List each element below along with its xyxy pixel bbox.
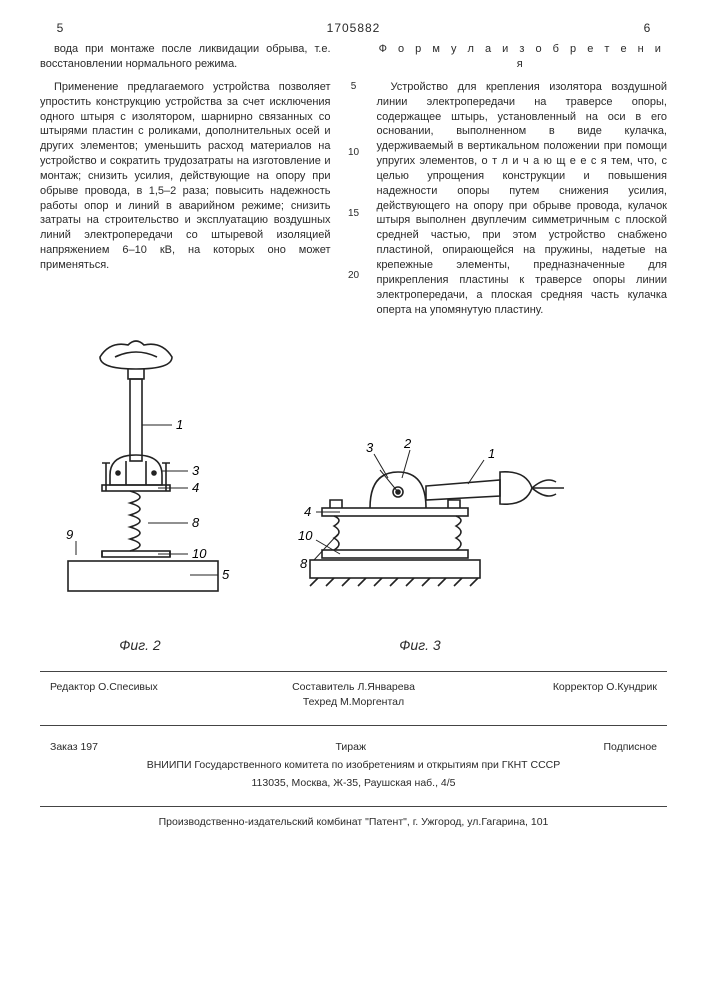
figure-2-svg: 1 3 4 8 10 5 9 [40,335,240,630]
fig3-label-3: 3 [366,440,374,455]
fig3-caption: Фиг. 3 [399,636,440,655]
fig2-caption: Фиг. 2 [119,636,160,655]
order-label: Заказ [50,741,78,753]
fig2-label-10: 10 [192,546,207,561]
fig2-label-3: 3 [192,463,200,478]
doc-number: 1705882 [80,20,627,36]
fig2-label-9: 9 [66,527,73,542]
left-column: вода при монтаже после ликвидации обрыва… [40,42,331,325]
fig3-label-10: 10 [298,528,313,543]
editor-name: О.Спесивых [98,681,158,693]
tirazh-label: Тираж [335,740,366,754]
print-line: Производственно-издательский комбинат "П… [40,815,667,829]
formula-title: Ф о р м у л а и з о б р е т е н и я [377,42,668,72]
fig2-label-1: 1 [176,417,183,432]
compiler-name: Л.Январева [357,681,414,693]
gutter-10: 10 [348,146,359,160]
fig2-label-5: 5 [222,567,230,582]
left-p2: Применение предлагаемого устройства позв… [40,80,331,273]
page-num-left: 5 [40,20,80,36]
fig3-label-4: 4 [304,504,311,519]
fig3-label-1: 1 [488,446,495,461]
line-number-gutter: 5 10 15 20 [345,42,363,325]
gutter-15: 15 [348,207,359,221]
gutter-20: 20 [348,269,359,283]
page-num-right: 6 [627,20,667,36]
fig2-label-8: 8 [192,515,200,530]
fig2-label-4: 4 [192,480,199,495]
divider-1 [40,671,667,672]
org-line: ВНИИПИ Государственного комитета по изоб… [40,758,667,772]
page-header: 5 1705882 6 [40,20,667,36]
figure-3-svg: 2 3 1 4 10 8 [270,430,570,630]
addr1: 113035, Москва, Ж-35, Раушская наб., 4/5 [40,776,667,790]
compiler-label: Составитель [292,681,354,693]
right-column: Ф о р м у л а и з о б р е т е н и я Устр… [377,42,668,325]
signed: Подписное [603,740,657,754]
fig3-label-2: 2 [403,436,412,451]
divider-3 [40,806,667,807]
figure-3: 2 3 1 4 10 8 Фиг. 3 [270,430,570,655]
corrector-label: Корректор [553,681,604,693]
editor-label: Редактор [50,681,95,693]
left-p1: вода при монтаже после ликвидации обрыва… [40,42,331,72]
techred-name: М.Моргентал [340,696,404,708]
figure-2: 1 3 4 8 10 5 9 Фиг. 2 [40,335,240,655]
footer-block: Редактор О.Спесивых Составитель Л.Январе… [40,680,667,829]
right-p1: Устройство для крепления изолятора возду… [377,80,668,318]
fig3-label-8: 8 [300,556,308,571]
order-num: 197 [80,741,98,753]
divider-2 [40,725,667,726]
gutter-5: 5 [351,80,357,94]
corrector-name: О.Кундрик [606,681,657,693]
techred-label: Техред [303,696,337,708]
